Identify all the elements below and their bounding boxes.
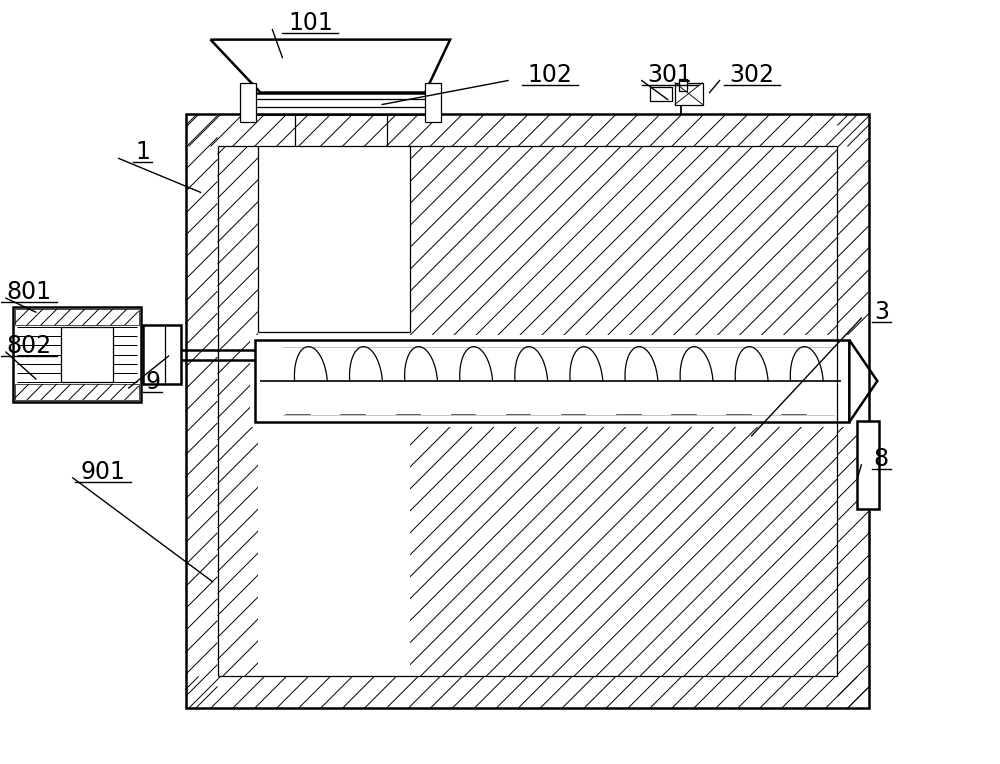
Text: 102: 102 (527, 63, 572, 86)
Bar (248, 92, 433, 115)
Text: 901: 901 (80, 460, 125, 484)
Polygon shape (849, 340, 877, 422)
Bar (250, 335, 884, 427)
Bar (650, 86, 672, 101)
Bar (240, 83, 256, 122)
Text: 301: 301 (647, 63, 692, 86)
Text: 9: 9 (145, 370, 160, 394)
Bar (675, 83, 703, 105)
Bar (15, 384, 139, 400)
Text: 802: 802 (6, 334, 51, 358)
Text: 801: 801 (6, 280, 51, 304)
Bar (61, 327, 113, 382)
Bar (218, 147, 837, 676)
Bar (15, 309, 139, 325)
Bar (425, 83, 441, 122)
Bar (255, 340, 849, 422)
Bar (857, 421, 879, 509)
Polygon shape (211, 40, 450, 92)
Bar (13, 307, 141, 402)
Text: 3: 3 (874, 300, 889, 324)
Text: 8: 8 (874, 447, 889, 471)
Bar (258, 147, 410, 676)
Bar (186, 115, 869, 708)
Text: 1: 1 (135, 141, 150, 164)
Bar (143, 325, 181, 384)
Bar (679, 79, 687, 90)
Text: 101: 101 (288, 11, 333, 34)
Bar (186, 115, 869, 708)
Text: 302: 302 (729, 63, 774, 86)
